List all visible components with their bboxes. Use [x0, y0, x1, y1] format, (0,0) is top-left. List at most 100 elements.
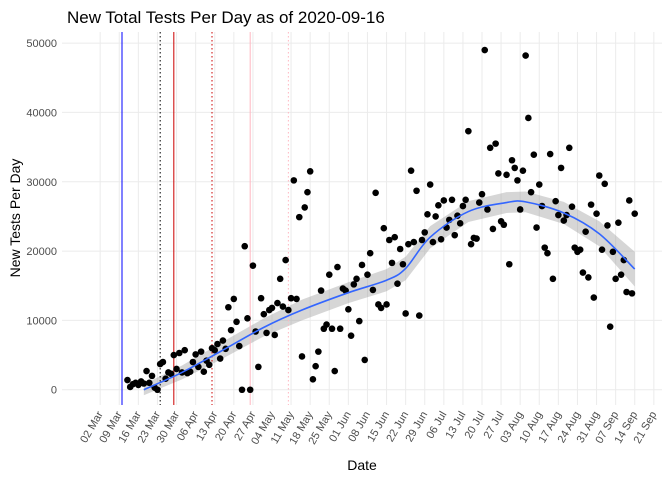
point [271, 331, 279, 339]
point [459, 202, 467, 210]
point [249, 262, 257, 269]
point [399, 260, 407, 268]
point [514, 177, 521, 184]
point [255, 363, 262, 371]
point [421, 229, 429, 236]
point [167, 370, 175, 378]
point [495, 170, 502, 177]
point [197, 348, 205, 355]
point [604, 222, 611, 229]
point [484, 206, 491, 213]
smooth-line [143, 200, 636, 391]
point [473, 235, 480, 242]
point [552, 197, 559, 205]
y-tick-label: 20000 [26, 246, 57, 258]
y-tick-label: 30000 [26, 177, 57, 189]
point [391, 233, 399, 241]
point [576, 246, 584, 253]
point [241, 242, 249, 250]
point [124, 376, 131, 384]
point [263, 329, 270, 337]
point [394, 280, 401, 287]
point [598, 246, 606, 253]
point [372, 189, 379, 197]
point [361, 356, 369, 364]
point [435, 202, 442, 209]
point [219, 337, 227, 344]
point [628, 290, 636, 297]
point [260, 310, 268, 318]
reference-lines [121, 32, 289, 405]
point [440, 197, 448, 204]
point [519, 167, 527, 174]
point [405, 240, 412, 248]
point [227, 326, 235, 334]
point [522, 52, 529, 59]
point [331, 367, 339, 375]
point [309, 376, 317, 383]
point [334, 263, 341, 271]
point [290, 177, 298, 184]
point [492, 140, 499, 147]
point [355, 317, 363, 325]
point [426, 181, 434, 188]
point [565, 144, 573, 152]
point [295, 213, 303, 221]
point [560, 217, 568, 224]
point [612, 275, 619, 283]
point [233, 318, 240, 326]
point [257, 294, 265, 302]
point [451, 231, 459, 239]
point [500, 221, 508, 229]
point [170, 351, 178, 359]
point [238, 386, 246, 394]
point [200, 368, 208, 376]
point [508, 156, 516, 164]
point [285, 306, 292, 314]
point [235, 342, 243, 350]
point [462, 196, 469, 204]
point [413, 187, 420, 195]
point [211, 346, 219, 354]
point [336, 325, 344, 333]
point [516, 206, 524, 213]
point [358, 261, 366, 269]
point [274, 299, 281, 307]
point [396, 245, 404, 253]
point [388, 259, 396, 267]
point [595, 172, 603, 179]
point [148, 372, 156, 380]
point [345, 306, 352, 313]
point [369, 286, 377, 294]
point [350, 281, 358, 288]
point [429, 238, 437, 246]
point [465, 127, 472, 135]
point [456, 220, 464, 227]
point [383, 301, 390, 308]
point [582, 228, 589, 235]
point [587, 201, 595, 208]
point [306, 168, 314, 175]
point [323, 321, 330, 328]
point [486, 144, 494, 152]
chart-title: New Total Tests Per Day as of 2020-09-16 [67, 8, 385, 27]
point [145, 379, 153, 387]
point [579, 269, 587, 276]
y-tick-label: 10000 [26, 315, 57, 327]
point [279, 303, 287, 310]
point [511, 164, 519, 172]
point [192, 351, 199, 358]
point [527, 188, 535, 196]
point [410, 238, 418, 246]
point [312, 362, 319, 370]
point [380, 224, 388, 232]
point [535, 181, 543, 188]
point [606, 323, 614, 330]
point [625, 197, 633, 204]
point [301, 204, 309, 211]
point [418, 236, 426, 244]
point [276, 275, 284, 283]
x-axis-title: Date [347, 457, 377, 473]
